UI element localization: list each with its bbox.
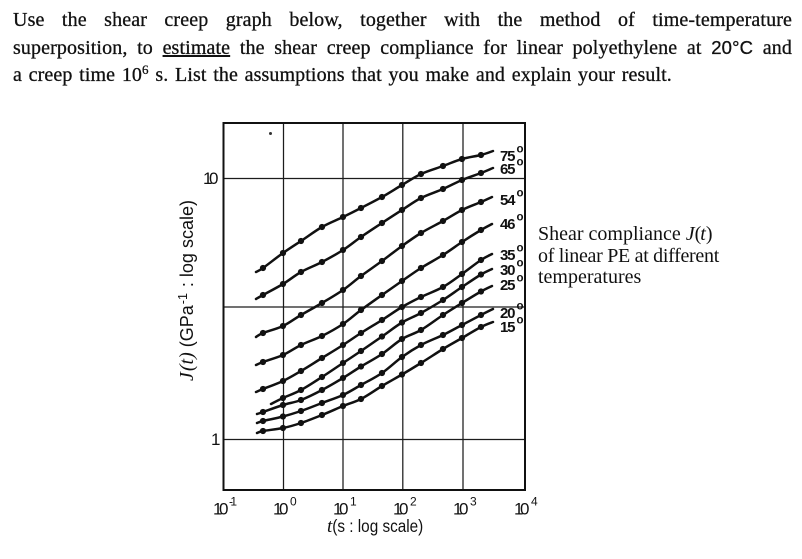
svg-text:75: 75: [500, 148, 516, 165]
svg-text:10: 10: [273, 500, 289, 519]
svg-text:1: 1: [350, 495, 357, 509]
svg-text:25: 25: [500, 277, 516, 294]
svg-text:o: o: [517, 243, 524, 255]
svg-text:o: o: [517, 273, 524, 285]
svg-text:35: 35: [500, 247, 516, 264]
svg-text:4: 4: [531, 495, 538, 509]
svg-text:o: o: [517, 315, 524, 327]
svg-text:3: 3: [470, 495, 477, 509]
svg-text:-1: -1: [229, 495, 237, 509]
svg-text:10: 10: [393, 500, 409, 519]
svg-text:2: 2: [410, 495, 417, 509]
svg-text:10: 10: [333, 500, 349, 519]
svg-text:temperatures: temperatures: [538, 266, 641, 288]
svg-text:o: o: [517, 157, 524, 169]
svg-text:o: o: [517, 258, 524, 270]
svg-text:1: 1: [211, 430, 220, 449]
svg-text:0: 0: [290, 495, 297, 509]
svg-text:54: 54: [500, 192, 516, 209]
svg-text:o: o: [517, 144, 524, 156]
svg-text:of linear PE at different: of linear PE at different: [538, 245, 720, 267]
svg-text:o: o: [517, 301, 524, 313]
svg-text:65: 65: [500, 161, 516, 178]
svg-text:o: o: [517, 188, 524, 200]
svg-text:30: 30: [500, 262, 516, 279]
svg-text:10: 10: [203, 169, 219, 188]
svg-text:o: o: [517, 212, 524, 224]
svg-text:15: 15: [500, 319, 516, 336]
svg-text:10: 10: [453, 500, 469, 519]
svg-text:10: 10: [213, 500, 229, 519]
svg-text:Shear compliance J(t): Shear compliance J(t): [538, 223, 713, 245]
svg-text:10: 10: [514, 500, 530, 519]
svg-text:t(s : log scale): t(s : log scale): [327, 516, 423, 537]
svg-text:46: 46: [500, 216, 516, 233]
svg-text:J(t)(GPa-1 : log scale): J(t)(GPa-1 : log scale): [176, 200, 198, 381]
svg-text:20: 20: [500, 305, 516, 322]
